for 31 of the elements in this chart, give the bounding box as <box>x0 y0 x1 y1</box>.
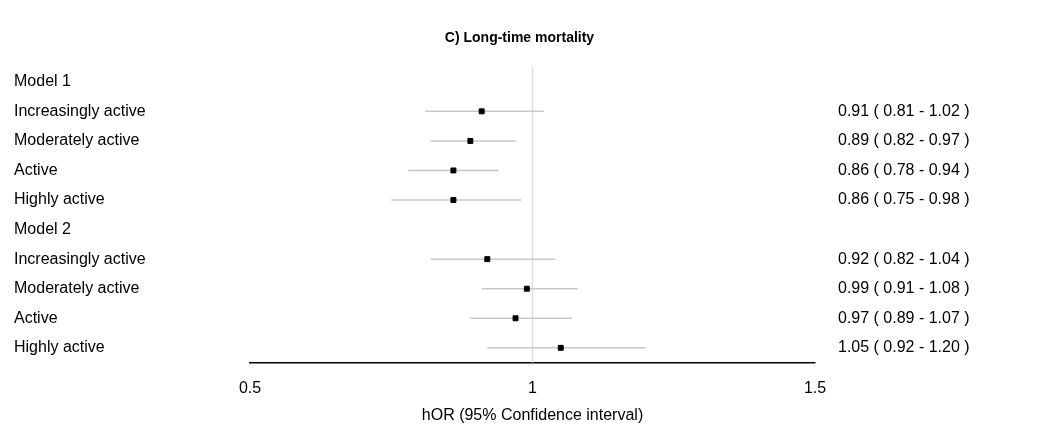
y-tick-label: Highly active <box>14 190 105 208</box>
y-tick-label: Increasingly active <box>14 101 146 119</box>
point <box>557 344 564 351</box>
data-label: 0.99 ( 0.91 - 1.08 ) <box>838 279 970 297</box>
x-tick-label: 0.5 <box>238 378 262 396</box>
y-tick-label: Highly active <box>14 338 105 356</box>
data-label: 0.97 ( 0.89 - 1.07 ) <box>838 308 970 326</box>
data-label: 0.86 ( 0.75 - 0.98 ) <box>838 190 970 208</box>
x-axis-title: hOR (95% Confidence interval) <box>421 405 644 423</box>
point <box>484 256 491 263</box>
y-tick-label: Increasingly active <box>14 249 146 267</box>
data-label: 0.92 ( 0.82 - 1.04 ) <box>838 249 970 267</box>
point <box>478 108 485 115</box>
chart-title: C) Long-time mortality <box>444 28 595 45</box>
y-tick-label: Model 2 <box>14 219 72 237</box>
point <box>512 315 519 322</box>
data-label: 0.89 ( 0.82 - 0.97 ) <box>838 131 970 149</box>
data-label: 1.05 ( 0.92 - 1.20 ) <box>838 338 970 356</box>
x-tick-label: 1.5 <box>803 378 827 396</box>
data-label: 0.86 ( 0.78 - 0.94 ) <box>838 160 970 178</box>
y-tick-label: Moderately active <box>14 279 140 297</box>
point <box>450 167 457 174</box>
y-tick-label: Moderately active <box>14 131 140 149</box>
x-tick-label: 1 <box>528 378 538 396</box>
point <box>467 137 474 144</box>
y-tick-label: Active <box>14 308 58 326</box>
point <box>450 197 457 203</box>
point <box>523 285 530 292</box>
y-tick-label: Active <box>14 160 58 178</box>
y-tick-label: Model 1 <box>14 72 72 90</box>
data-label: 0.91 ( 0.81 - 1.02 ) <box>838 101 970 119</box>
